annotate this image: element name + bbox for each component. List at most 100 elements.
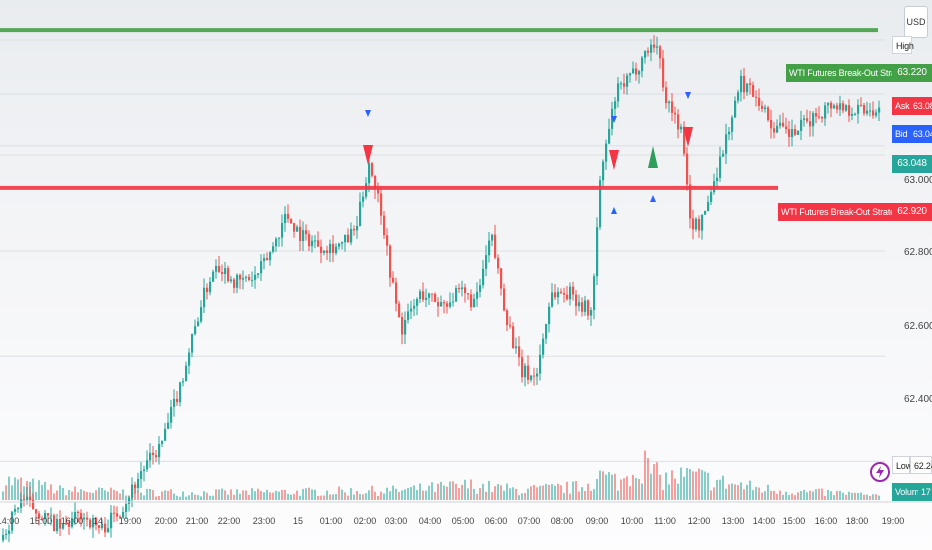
volume-bar [545, 483, 547, 500]
volume-bar [785, 491, 787, 500]
volume-bar [548, 484, 550, 500]
candle-body [14, 509, 17, 512]
volume-bar [803, 489, 805, 500]
candle-body [662, 58, 665, 88]
candle-body [299, 226, 302, 242]
volume-bar [143, 495, 145, 500]
volume-bar [776, 493, 778, 500]
y-axis-tick-label: 62.600 [904, 321, 932, 332]
volume-bar [848, 491, 850, 500]
candle-body [218, 265, 221, 273]
candle-body [17, 507, 20, 510]
volume-bar [674, 478, 676, 500]
currency-selector[interactable]: USD [904, 6, 928, 38]
volume-bar [536, 487, 538, 500]
candle-body [8, 530, 11, 534]
x-axis-tick-label: 08:00 [551, 516, 574, 526]
volume-bar [116, 491, 118, 500]
candle-body [443, 302, 446, 304]
candle-body [806, 118, 809, 122]
volume-bar [359, 493, 361, 500]
candle-body [44, 513, 47, 520]
candle-body [506, 310, 509, 326]
volume-bar [584, 491, 586, 500]
volume-bar [641, 483, 643, 500]
up-level-value: 63.220 [892, 64, 932, 82]
x-axis-tick-label: 12:00 [688, 516, 711, 526]
candle-body [521, 357, 524, 378]
candle-body [89, 519, 92, 528]
candle-body [629, 73, 632, 76]
candle-body [491, 234, 494, 241]
candle-body [680, 126, 683, 130]
volume-bar [77, 492, 79, 500]
volume-bar [275, 490, 277, 500]
volume-bar [5, 485, 7, 500]
marker-triangle-down [365, 110, 371, 117]
candle-body [764, 107, 767, 109]
candle-body [194, 326, 197, 335]
volume-bar [146, 488, 148, 500]
x-axis-tick-label: 07:00 [518, 516, 541, 526]
volume-bar [134, 487, 136, 500]
candle-body [785, 126, 788, 130]
candle-body [647, 50, 650, 53]
volume-bar [773, 491, 775, 500]
x-axis-tick-label: 04:00 [419, 516, 442, 526]
candle-body [314, 240, 317, 242]
candle-body [854, 113, 857, 115]
x-axis-tick-label: 14:00 [753, 516, 776, 526]
candle-body [851, 114, 854, 116]
x-axis-tick-label: 10:00 [621, 516, 644, 526]
candle-body [545, 324, 548, 339]
candle-body [533, 375, 536, 377]
candle-body [365, 183, 368, 197]
candle-body [197, 321, 200, 327]
volume-bar [353, 494, 355, 500]
volume-bar [695, 471, 697, 500]
volume-bar [338, 486, 340, 500]
volume-bar [587, 483, 589, 500]
volume-bar [677, 483, 679, 500]
candle-body [38, 513, 41, 519]
volume-bar [719, 479, 721, 500]
candle-body [389, 245, 392, 278]
volume-bar [479, 488, 481, 500]
volume-bar [212, 495, 214, 500]
candle-body [476, 291, 479, 299]
volume-bar [689, 469, 691, 500]
volume-bar [80, 489, 82, 500]
candle-body [116, 513, 119, 517]
volume-bar [179, 496, 181, 500]
candle-body [173, 398, 176, 407]
volume-bar [473, 488, 475, 500]
volume-bar [533, 485, 535, 500]
candle-body [671, 101, 674, 113]
candle-body [488, 240, 491, 256]
candle-body [782, 122, 785, 127]
down-level-value: 62.920 [892, 203, 932, 221]
candle-body [320, 246, 323, 253]
volume-bar [260, 491, 262, 500]
alert-bolt-icon[interactable] [870, 462, 890, 482]
volume-bar [374, 491, 376, 500]
volume-bar [863, 494, 865, 500]
volume-bar [332, 494, 334, 500]
candle-body [74, 511, 77, 519]
candle-body [149, 452, 152, 461]
volume-bar [554, 485, 556, 500]
candle-body [107, 528, 110, 533]
volume-bar [161, 491, 163, 500]
candle-body [431, 293, 434, 295]
volume-bar [185, 496, 187, 500]
candle-body [809, 121, 812, 127]
volume-bar [269, 492, 271, 500]
volume-bar [365, 493, 367, 500]
volume-bar [155, 496, 157, 500]
candle-body [833, 105, 836, 109]
candle-body [152, 452, 155, 456]
volume-bar [107, 491, 109, 500]
candle-body [695, 218, 698, 230]
candle-body [842, 103, 845, 111]
